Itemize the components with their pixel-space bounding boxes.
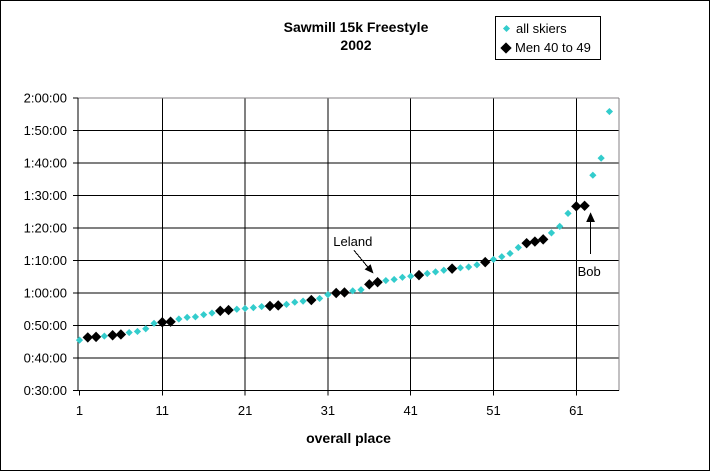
data-point-all-skiers (349, 287, 357, 295)
leland-arrowhead-icon (364, 264, 374, 274)
y-tick-label: 1:00:00 (24, 286, 67, 301)
data-point-men-40-49 (529, 236, 541, 247)
data-point-all-skiers (357, 286, 365, 294)
data-point-all-skiers (465, 263, 473, 271)
x-tick-label: 21 (238, 403, 252, 418)
y-tick-label: 1:20:00 (24, 221, 67, 236)
y-tick-label: 1:10:00 (24, 253, 67, 268)
data-point-all-skiers (100, 332, 108, 340)
y-tick-label: 0:50:00 (24, 318, 67, 333)
x-tick-label: 11 (156, 403, 170, 418)
y-tick-label: 0:30:00 (24, 383, 67, 398)
data-point-all-skiers (291, 298, 299, 306)
data-point-all-skiers (233, 305, 241, 313)
data-point-all-skiers (506, 249, 514, 258)
x-tick-label: 41 (403, 403, 417, 418)
legend-label-men-40-49: Men 40 to 49 (515, 40, 591, 55)
x-axis-title: overall place (306, 430, 391, 446)
data-point-men-40-49 (413, 269, 425, 281)
data-point-men-40-49 (82, 332, 93, 343)
data-point-men-40-49 (537, 234, 549, 245)
data-point-all-skiers (125, 328, 133, 337)
data-point-all-skiers (440, 266, 448, 274)
data-point-all-skiers (175, 315, 183, 323)
x-tick-label: 31 (321, 403, 335, 418)
y-tick-label: 1:50:00 (24, 123, 67, 138)
data-point-all-skiers (183, 313, 191, 321)
data-point-men-40-49 (364, 279, 375, 290)
data-point-all-skiers (431, 268, 440, 276)
chart-title-line2: 2002 (340, 37, 372, 53)
legend-label-all-skiers: all skiers (516, 21, 567, 36)
x-tick-label: 61 (569, 403, 583, 418)
data-point-all-skiers (547, 229, 556, 237)
data-point-men-40-49 (115, 329, 127, 340)
data-point-all-skiers (564, 209, 572, 217)
legend-item-men-40-49: Men 40 to 49 (500, 40, 600, 55)
data-point-all-skiers (241, 304, 249, 313)
bob-arrowhead-icon (586, 212, 595, 222)
data-point-all-skiers (556, 222, 564, 230)
data-point-men-40-49 (264, 300, 276, 312)
y-tick-label: 2:00:00 (24, 91, 67, 106)
data-point-all-skiers (390, 275, 398, 284)
x-tick-label: 51 (486, 403, 500, 418)
annotation-bob: Bob (577, 263, 601, 279)
data-point-men-40-49 (330, 287, 342, 299)
data-point-all-skiers (208, 309, 216, 317)
data-point-all-skiers (407, 272, 415, 280)
data-point-men-40-49 (571, 201, 582, 212)
annotation-leland: Leland (333, 234, 373, 250)
chart-title-line1: Sawmill 15k Freestyle (283, 19, 429, 35)
data-point-all-skiers (456, 264, 464, 272)
data-point-men-40-49 (90, 331, 102, 343)
data-point-men-40-49 (223, 304, 234, 316)
data-point-all-skiers (398, 273, 407, 281)
data-point-men-40-49 (215, 305, 226, 317)
data-point-men-40-49 (165, 316, 176, 327)
data-point-men-40-49 (521, 237, 532, 249)
data-point-all-skiers (150, 319, 158, 327)
data-point-all-skiers (299, 297, 307, 305)
data-point-all-skiers (473, 261, 481, 269)
data-point-all-skiers (282, 300, 291, 308)
leland-arrow-line (353, 250, 368, 268)
data-point-men-40-49 (157, 317, 168, 328)
data-point-all-skiers (249, 304, 257, 312)
legend: all skiers Men 40 to 49 (495, 16, 601, 60)
data-point-men-40-49 (579, 200, 590, 211)
y-tick-label: 1:30:00 (24, 188, 67, 203)
data-point-men-40-49 (339, 287, 350, 298)
data-point-all-skiers (258, 302, 266, 311)
data-point-men-40-49 (480, 256, 491, 268)
y-tick-label: 1:40:00 (24, 156, 67, 171)
legend-item-all-skiers: all skiers (502, 21, 600, 36)
data-point-all-skiers (75, 336, 84, 344)
data-point-all-skiers (316, 294, 324, 303)
data-point-all-skiers (191, 313, 200, 321)
data-point-all-skiers (142, 325, 150, 333)
data-point-all-skiers (514, 243, 522, 252)
x-tick-label: 1 (76, 403, 83, 418)
data-point-all-skiers (489, 255, 498, 264)
chart-title: Sawmill 15k Freestyle 2002 (1, 18, 709, 54)
data-point-men-40-49 (306, 294, 317, 306)
data-point-all-skiers (597, 154, 605, 162)
data-point-men-40-49 (372, 276, 383, 288)
data-point-men-40-49 (107, 330, 118, 341)
data-point-all-skiers (133, 327, 142, 336)
data-point-all-skiers (423, 269, 431, 278)
data-point-all-skiers (382, 276, 390, 285)
data-point-all-skiers (498, 253, 506, 261)
data-point-all-skiers (589, 171, 597, 179)
data-point-all-skiers (200, 311, 208, 319)
data-point-men-40-49 (446, 263, 458, 274)
data-point-all-skiers (605, 107, 614, 116)
data-point-men-40-49 (273, 300, 284, 311)
y-tick-label: 0:40:00 (24, 351, 67, 366)
data-point-all-skiers (324, 291, 332, 299)
